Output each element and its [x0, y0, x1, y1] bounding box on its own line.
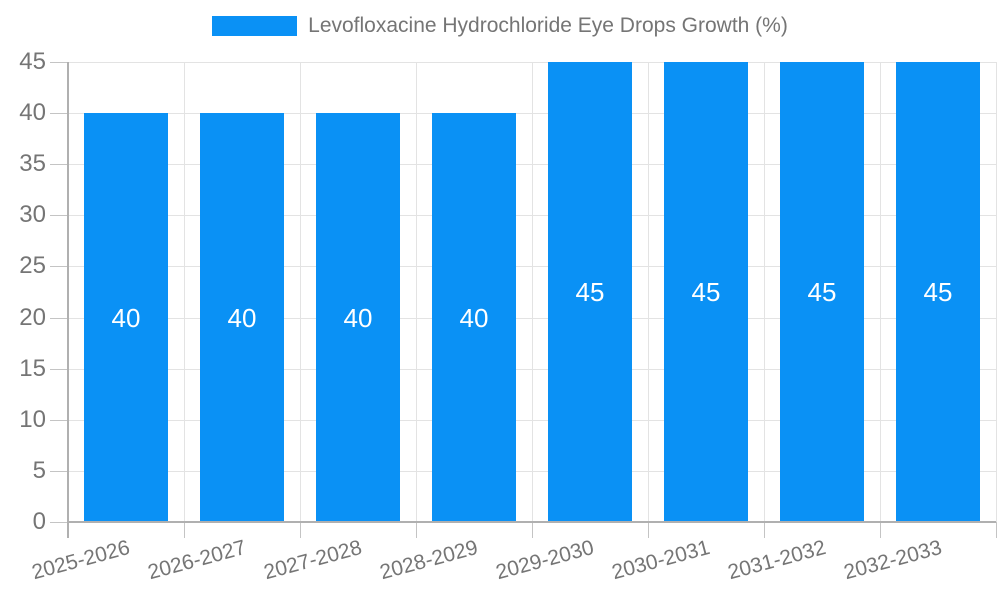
bar: [432, 113, 516, 522]
x-tick-mark: [996, 522, 997, 538]
bar: [548, 62, 632, 522]
y-tick-label: 35: [19, 150, 46, 178]
y-tick-mark: [50, 470, 68, 472]
y-tick-label: 10: [19, 405, 46, 433]
x-tick-mark: [880, 522, 881, 538]
bar-value-label: 40: [459, 302, 489, 333]
y-tick-mark: [50, 419, 68, 421]
x-tick-label: 2031-2032: [724, 536, 828, 585]
x-tick-label: 2026-2027: [144, 536, 248, 585]
y-tick-label: 5: [32, 456, 46, 484]
y-tick-label: 25: [19, 252, 46, 280]
y-tick-label: 0: [32, 508, 46, 535]
bar: [200, 113, 284, 522]
bar: [84, 113, 168, 522]
legend-title: Levofloxacine Hydrochloride Eye Drops Gr…: [308, 14, 788, 37]
bar: [664, 62, 748, 522]
gridline-vertical: [880, 62, 881, 522]
bar: [780, 62, 864, 522]
y-tick-mark: [50, 368, 68, 370]
bar-value-label: 45: [923, 277, 953, 307]
bar-value-label: 45: [691, 277, 721, 307]
gridline-vertical: [532, 62, 533, 522]
x-axis-line: [68, 521, 996, 523]
gridline-vertical: [300, 62, 301, 522]
x-tick-label: 2032-2033: [840, 536, 944, 585]
gridline-vertical: [416, 62, 417, 522]
x-tick-label: 2029-2030: [492, 536, 596, 585]
legend-swatch: [212, 16, 298, 36]
gridline-vertical: [996, 62, 997, 522]
bar-value-label: 40: [227, 302, 257, 333]
y-tick-mark: [50, 113, 68, 115]
x-tick-label: 2027-2028: [260, 536, 364, 585]
gridline-vertical: [764, 62, 765, 522]
gridline-vertical: [184, 62, 185, 522]
x-tick-label: 2030-2031: [608, 536, 712, 585]
y-tick-label: 15: [19, 354, 46, 382]
x-tick-mark: [532, 522, 533, 538]
x-tick-mark: [648, 522, 649, 538]
bar-value-label: 40: [343, 302, 373, 333]
y-tick-mark: [50, 164, 68, 166]
gridline-vertical: [648, 62, 649, 522]
bar-value-label: 45: [807, 277, 837, 307]
chart-legend: Levofloxacine Hydrochloride Eye Drops Gr…: [0, 14, 1000, 38]
y-tick-mark: [50, 317, 68, 319]
bar: [896, 62, 980, 522]
bar-value-label: 40: [111, 302, 141, 333]
bar: [316, 113, 400, 522]
x-tick-label: 2028-2029: [376, 536, 480, 585]
x-tick-label: 2025-2026: [28, 536, 132, 585]
y-tick-label: 20: [19, 303, 46, 331]
x-tick-mark: [300, 522, 301, 538]
y-axis-line: [67, 62, 69, 538]
bar-value-label: 45: [575, 277, 605, 307]
y-tick-mark: [50, 215, 68, 217]
y-tick-mark: [50, 62, 68, 63]
y-tick-label: 45: [19, 48, 46, 75]
x-tick-mark: [416, 522, 417, 538]
y-tick-label: 30: [19, 201, 46, 229]
y-tick-mark: [50, 266, 68, 268]
x-tick-mark: [184, 522, 185, 538]
plot-area: 0 5 10 15 20 25 30 35 40 45 40 40 40 40 45 45 45 45 2025-2…: [19, 50, 997, 584]
y-tick-label: 40: [19, 99, 46, 127]
x-tick-mark: [764, 522, 765, 538]
y-tick-mark: [50, 522, 68, 523]
